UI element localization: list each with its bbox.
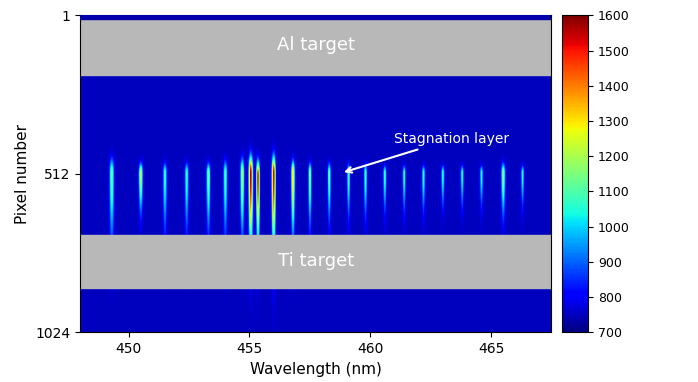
Text: Stagnation layer: Stagnation layer (346, 132, 510, 173)
Bar (80, 15, 551, 75)
Bar (80, 15, 551, 19)
Text: Ti target: Ti target (278, 253, 354, 270)
Bar (80, 235, 551, 288)
Text: Al target: Al target (277, 36, 355, 54)
X-axis label: Wavelength (nm): Wavelength (nm) (250, 362, 382, 377)
Y-axis label: Pixel number: Pixel number (15, 124, 30, 224)
